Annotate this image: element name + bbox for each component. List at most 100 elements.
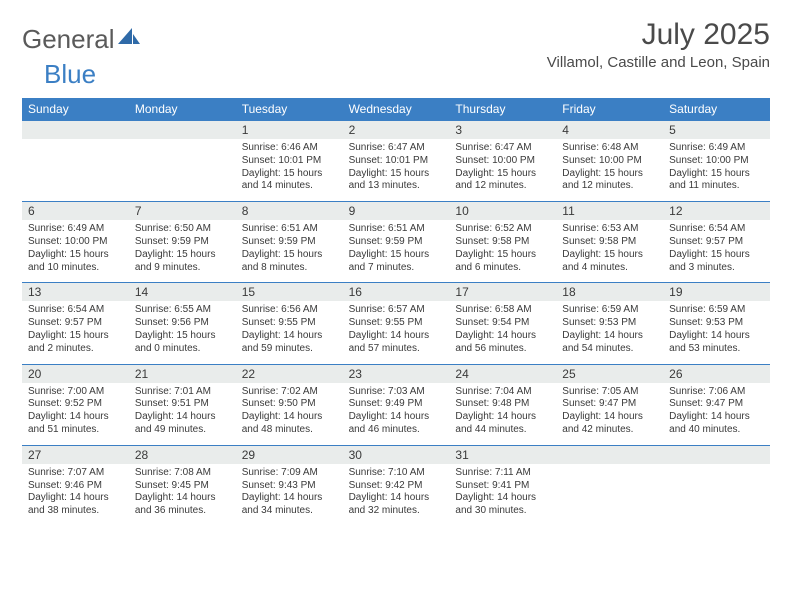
sunrise-text: Sunrise: 7:00 AM xyxy=(28,386,123,399)
sunrise-text: Sunrise: 6:50 AM xyxy=(135,223,230,236)
sunset-text: Sunset: 10:01 PM xyxy=(242,155,337,168)
sunset-text: Sunset: 9:56 PM xyxy=(135,317,230,330)
daylight-text: Daylight: 15 hours and 7 minutes. xyxy=(349,249,444,275)
sunset-text: Sunset: 9:48 PM xyxy=(455,398,550,411)
daylight-text: Daylight: 15 hours and 3 minutes. xyxy=(669,249,764,275)
daylight-text: Daylight: 14 hours and 57 minutes. xyxy=(349,330,444,356)
day-body xyxy=(22,139,129,201)
daylight-text: Daylight: 14 hours and 38 minutes. xyxy=(28,492,123,518)
sunrise-text: Sunrise: 7:06 AM xyxy=(669,386,764,399)
day-number: 29 xyxy=(236,446,343,464)
sunset-text: Sunset: 9:55 PM xyxy=(349,317,444,330)
day-body xyxy=(663,464,770,526)
sunset-text: Sunset: 10:01 PM xyxy=(349,155,444,168)
sunrise-text: Sunrise: 7:11 AM xyxy=(455,467,550,480)
day-body: Sunrise: 6:55 AMSunset: 9:56 PMDaylight:… xyxy=(129,301,236,363)
day-body: Sunrise: 6:57 AMSunset: 9:55 PMDaylight:… xyxy=(343,301,450,363)
day-number: 21 xyxy=(129,365,236,383)
sunset-text: Sunset: 10:00 PM xyxy=(562,155,657,168)
day-number: 28 xyxy=(129,446,236,464)
day-body: Sunrise: 6:51 AMSunset: 9:59 PMDaylight:… xyxy=(343,220,450,282)
daylight-text: Daylight: 14 hours and 44 minutes. xyxy=(455,411,550,437)
sunrise-text: Sunrise: 7:09 AM xyxy=(242,467,337,480)
brand-part2: Blue xyxy=(44,59,96,89)
sunset-text: Sunset: 10:00 PM xyxy=(669,155,764,168)
day-body: Sunrise: 7:02 AMSunset: 9:50 PMDaylight:… xyxy=(236,383,343,445)
day-body: Sunrise: 6:51 AMSunset: 9:59 PMDaylight:… xyxy=(236,220,343,282)
dayhead-mon: Monday xyxy=(129,98,236,120)
day-body: Sunrise: 7:00 AMSunset: 9:52 PMDaylight:… xyxy=(22,383,129,445)
sunrise-text: Sunrise: 6:51 AM xyxy=(242,223,337,236)
day-body: Sunrise: 7:10 AMSunset: 9:42 PMDaylight:… xyxy=(343,464,450,526)
day-number: 20 xyxy=(22,365,129,383)
day-number: 31 xyxy=(449,446,556,464)
daylight-text: Daylight: 14 hours and 40 minutes. xyxy=(669,411,764,437)
day-body-row: Sunrise: 6:46 AMSunset: 10:01 PMDaylight… xyxy=(22,139,770,201)
day-number: 18 xyxy=(556,283,663,301)
sunrise-text: Sunrise: 6:58 AM xyxy=(455,304,550,317)
sunrise-text: Sunrise: 7:08 AM xyxy=(135,467,230,480)
sunset-text: Sunset: 9:59 PM xyxy=(349,236,444,249)
sunset-text: Sunset: 9:53 PM xyxy=(562,317,657,330)
day-body: Sunrise: 6:48 AMSunset: 10:00 PMDaylight… xyxy=(556,139,663,201)
sunrise-text: Sunrise: 6:48 AM xyxy=(562,142,657,155)
day-number: 6 xyxy=(22,202,129,220)
daylight-text: Daylight: 14 hours and 34 minutes. xyxy=(242,492,337,518)
daylight-text: Daylight: 15 hours and 8 minutes. xyxy=(242,249,337,275)
sunset-text: Sunset: 9:45 PM xyxy=(135,480,230,493)
dayhead-fri: Friday xyxy=(556,98,663,120)
day-body: Sunrise: 7:09 AMSunset: 9:43 PMDaylight:… xyxy=(236,464,343,526)
day-body xyxy=(129,139,236,201)
sail-icon xyxy=(118,26,140,46)
sunset-text: Sunset: 9:55 PM xyxy=(242,317,337,330)
daylight-text: Daylight: 14 hours and 51 minutes. xyxy=(28,411,123,437)
sunset-text: Sunset: 9:42 PM xyxy=(349,480,444,493)
daylight-text: Daylight: 14 hours and 42 minutes. xyxy=(562,411,657,437)
sunrise-text: Sunrise: 7:01 AM xyxy=(135,386,230,399)
daylight-text: Daylight: 15 hours and 12 minutes. xyxy=(562,168,657,194)
daynum-row: 12345 xyxy=(22,120,770,139)
day-body: Sunrise: 6:59 AMSunset: 9:53 PMDaylight:… xyxy=(663,301,770,363)
daylight-text: Daylight: 14 hours and 53 minutes. xyxy=(669,330,764,356)
day-number: 12 xyxy=(663,202,770,220)
day-number xyxy=(129,121,236,139)
daynum-row: 2728293031 xyxy=(22,445,770,464)
day-number: 8 xyxy=(236,202,343,220)
sunset-text: Sunset: 10:00 PM xyxy=(455,155,550,168)
day-body: Sunrise: 6:49 AMSunset: 10:00 PMDaylight… xyxy=(22,220,129,282)
page: General July 2025 Villamol, Castille and… xyxy=(0,0,792,548)
sunset-text: Sunset: 9:50 PM xyxy=(242,398,337,411)
weeks-container: 12345Sunrise: 6:46 AMSunset: 10:01 PMDay… xyxy=(22,120,770,526)
day-body: Sunrise: 6:58 AMSunset: 9:54 PMDaylight:… xyxy=(449,301,556,363)
day-number: 27 xyxy=(22,446,129,464)
sunrise-text: Sunrise: 6:51 AM xyxy=(349,223,444,236)
day-body: Sunrise: 7:03 AMSunset: 9:49 PMDaylight:… xyxy=(343,383,450,445)
day-number: 26 xyxy=(663,365,770,383)
sunset-text: Sunset: 9:46 PM xyxy=(28,480,123,493)
day-body: Sunrise: 6:54 AMSunset: 9:57 PMDaylight:… xyxy=(22,301,129,363)
day-number xyxy=(663,446,770,464)
day-number: 14 xyxy=(129,283,236,301)
sunrise-text: Sunrise: 6:47 AM xyxy=(349,142,444,155)
sunset-text: Sunset: 9:49 PM xyxy=(349,398,444,411)
day-body: Sunrise: 6:50 AMSunset: 9:59 PMDaylight:… xyxy=(129,220,236,282)
day-number: 24 xyxy=(449,365,556,383)
day-body: Sunrise: 6:59 AMSunset: 9:53 PMDaylight:… xyxy=(556,301,663,363)
sunset-text: Sunset: 9:59 PM xyxy=(135,236,230,249)
sunset-text: Sunset: 9:59 PM xyxy=(242,236,337,249)
sunset-text: Sunset: 10:00 PM xyxy=(28,236,123,249)
day-number: 30 xyxy=(343,446,450,464)
sunset-text: Sunset: 9:43 PM xyxy=(242,480,337,493)
daylight-text: Daylight: 14 hours and 36 minutes. xyxy=(135,492,230,518)
day-body xyxy=(556,464,663,526)
day-number: 4 xyxy=(556,121,663,139)
sunrise-text: Sunrise: 7:03 AM xyxy=(349,386,444,399)
daylight-text: Daylight: 14 hours and 59 minutes. xyxy=(242,330,337,356)
day-number: 10 xyxy=(449,202,556,220)
day-number xyxy=(22,121,129,139)
day-body: Sunrise: 6:53 AMSunset: 9:58 PMDaylight:… xyxy=(556,220,663,282)
day-body-row: Sunrise: 7:00 AMSunset: 9:52 PMDaylight:… xyxy=(22,383,770,445)
sunset-text: Sunset: 9:53 PM xyxy=(669,317,764,330)
daylight-text: Daylight: 15 hours and 2 minutes. xyxy=(28,330,123,356)
sunrise-text: Sunrise: 6:57 AM xyxy=(349,304,444,317)
